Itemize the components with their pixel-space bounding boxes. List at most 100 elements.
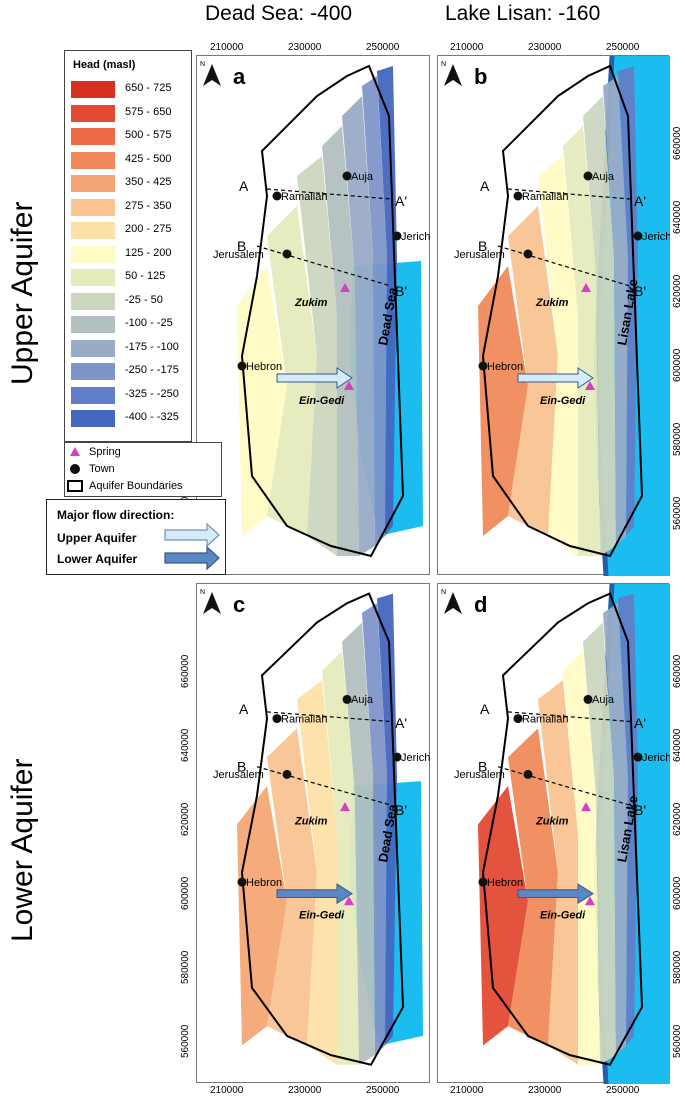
legend-label: 275 - 350 — [125, 199, 172, 212]
section-label-a-prime: A' — [395, 193, 407, 209]
map-panel-b: A A' B B' Auja Ramallah Jericho Jerusalem Hebron… — [437, 55, 677, 577]
legend-swatch — [71, 151, 115, 169]
legend-label: -325 - -250 — [125, 387, 179, 400]
head-band — [342, 622, 375, 1065]
y-tick-label: 640000 — [672, 200, 683, 234]
section-label-b-prime: B' — [395, 283, 407, 299]
legend-label: 575 - 650 — [125, 105, 172, 118]
flow-arrow — [276, 883, 353, 905]
x-tick-label: 210000 — [210, 42, 244, 53]
town-marker — [282, 769, 292, 779]
town-marker — [583, 694, 593, 704]
head-legend: Head (masl) 650 - 725 575 - 650 500 - 575 4… — [64, 50, 192, 442]
legend-label: -25 - 50 — [125, 293, 163, 306]
y-tick-label: 660000 — [672, 126, 683, 160]
spring-label: Ein-Gedi — [540, 395, 586, 407]
town-marker — [392, 231, 402, 241]
section-label-b: B — [237, 759, 246, 775]
north-label: N — [200, 589, 205, 596]
col-title-lake-lisan: Lake Lisan: -160 — [445, 2, 601, 25]
north-arrow-icon — [203, 592, 221, 614]
section-line-a — [507, 711, 631, 723]
panel-letter: c — [233, 592, 245, 617]
head-band — [563, 126, 600, 556]
town-label: Hebron — [246, 877, 282, 889]
town-label: Hebron — [487, 361, 523, 373]
x-tick-label: 230000 — [288, 42, 322, 53]
spring-marker — [340, 283, 350, 292]
x-tick-label: 250000 — [606, 1085, 640, 1096]
flow-arrow — [517, 367, 594, 389]
legend-swatch — [71, 410, 115, 427]
head-band — [322, 126, 359, 556]
y-tick-label: 640000 — [180, 728, 191, 762]
legend-swatch — [71, 363, 115, 380]
boundary-symbol — [67, 480, 83, 492]
legend-swatch — [71, 81, 115, 98]
y-tick-label: 560000 — [672, 496, 683, 530]
town-marker — [282, 249, 292, 259]
town-marker — [583, 171, 593, 181]
spring-label: Ein-Gedi — [299, 395, 345, 407]
town-label: Auja — [351, 171, 374, 183]
flow-legend: Major flow direction: Upper Aquifer Lowe… — [46, 499, 226, 575]
aquifer-boundary — [481, 64, 644, 558]
spring-label: Ein-Gedi — [299, 910, 345, 922]
legend-swatch — [71, 198, 115, 216]
head-band — [603, 76, 628, 546]
x-tick-label: 250000 — [366, 1085, 400, 1096]
y-tick-label: 580000 — [672, 950, 683, 984]
head-band — [478, 266, 528, 536]
town-marker — [342, 694, 352, 704]
panel-letter: b — [474, 64, 487, 89]
spring-marker — [585, 896, 595, 906]
legend-label: 50 - 125 — [125, 270, 166, 282]
town-marker — [342, 171, 352, 181]
y-tick-label: 580000 — [180, 950, 191, 984]
legend-swatch — [71, 222, 115, 239]
north-label: N — [441, 589, 446, 596]
legend-label: -250 - -175 — [125, 364, 179, 376]
head-band — [478, 785, 528, 1046]
town-label: Jerusalem — [454, 249, 505, 261]
x-tick-label: 230000 — [528, 1085, 562, 1096]
aquifer-boundary — [481, 592, 644, 1066]
town-label: Hebron — [487, 877, 523, 889]
town-marker — [513, 191, 523, 201]
head-band — [583, 622, 616, 1065]
spring-marker — [581, 802, 591, 812]
head-band — [508, 206, 558, 536]
section-line-b — [256, 766, 392, 806]
town-legend-label: Town — [89, 463, 115, 475]
flow-arrow — [517, 883, 594, 905]
town-label: Ramallah — [281, 191, 327, 203]
head-band — [362, 76, 387, 546]
town-label: Jerusalem — [213, 249, 264, 261]
north-label: N — [200, 61, 205, 68]
north-label: N — [441, 61, 446, 68]
spring-label: Zukim — [535, 297, 569, 309]
section-line-b — [497, 766, 631, 806]
section-label-b-prime: B' — [634, 283, 646, 299]
section-label-a-prime: A' — [634, 715, 646, 731]
head-band — [583, 96, 616, 556]
town-marker — [523, 249, 533, 259]
legend-label: 125 - 200 — [125, 246, 172, 259]
flow-arrow — [276, 367, 353, 389]
head-band — [267, 206, 317, 536]
aquifer-boundary — [240, 64, 405, 558]
aquifer-boundary — [240, 592, 405, 1066]
x-tick-label: 250000 — [366, 42, 400, 53]
town-marker — [478, 877, 488, 887]
map-panel-d: A A' B B' Auja Ramallah Jericho Jerusalem Hebron… — [437, 583, 677, 1085]
north-arrow-icon — [203, 64, 221, 86]
head-band — [267, 728, 317, 1046]
head-band — [342, 96, 375, 556]
flow-legend-title: Major flow direction: — [57, 508, 175, 522]
y-tick-label: 600000 — [672, 876, 683, 910]
row-title-lower-aquifer: Lower Aquifer — [6, 758, 39, 942]
y-tick-label: 560000 — [672, 1024, 683, 1058]
legend-title: Head (masl) — [73, 59, 136, 71]
x-tick-label: 210000 — [450, 42, 484, 53]
legend-swatch — [71, 386, 115, 404]
